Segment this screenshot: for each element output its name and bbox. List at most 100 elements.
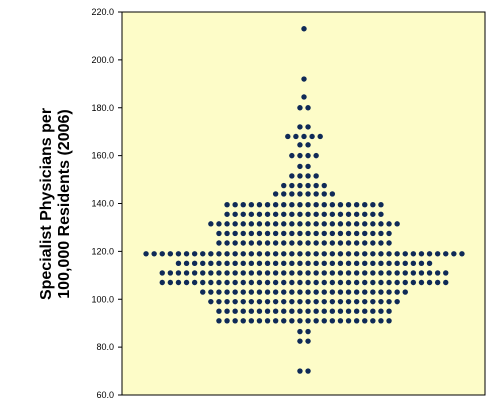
data-point [321,289,327,295]
data-point [353,279,360,286]
data-point [297,152,303,159]
data-point [208,221,214,227]
data-point [313,279,319,286]
data-point [305,298,311,305]
data-point [321,202,327,208]
data-point [183,279,190,286]
data-point [370,251,376,257]
data-point [240,289,246,295]
data-point [297,142,303,148]
data-point [378,289,384,295]
data-point [200,260,206,267]
data-point [281,298,287,305]
data-point [337,289,344,295]
data-point [370,202,376,208]
data-point [293,133,299,140]
data-point [256,289,263,295]
data-point [402,260,408,267]
data-point [345,318,352,324]
data-point [256,270,263,276]
data-point [191,251,198,257]
data-point [143,251,149,257]
data-point [216,270,222,276]
data-point [167,270,174,276]
data-point [426,279,433,286]
data-point [378,221,384,227]
data-point [289,221,295,227]
data-point [305,173,311,179]
data-point [353,221,360,227]
data-point [321,279,327,286]
data-point [200,289,206,295]
data-point [289,240,295,246]
data-point [175,270,182,276]
data-point [321,260,327,267]
data-point [248,230,255,237]
data-point [232,279,238,286]
data-point [264,318,271,324]
data-point [208,260,214,267]
data-point [418,270,425,276]
data-point [370,318,376,324]
data-point [216,260,222,267]
data-point [224,308,230,314]
data-point [272,298,279,305]
data-point [264,270,271,276]
data-point [321,308,327,314]
data-point [264,308,271,314]
data-point [321,191,327,197]
data-point [394,289,400,295]
data-point [289,211,295,217]
data-point [200,270,206,276]
data-point [313,260,319,267]
data-point [224,211,230,217]
data-point [248,202,255,208]
data-point [240,230,246,237]
data-point [272,270,279,276]
data-point [281,240,287,246]
data-point [248,270,255,276]
data-point [321,318,327,324]
data-point [256,221,263,227]
data-point [370,270,376,276]
data-point [394,279,400,286]
data-point [297,260,303,267]
data-point [394,221,400,227]
y-tick-label: 140.0 [91,199,114,209]
data-point [305,163,311,170]
data-point [329,279,336,286]
data-point [329,308,336,314]
data-point [305,182,311,189]
data-point [378,240,384,246]
data-point [232,289,238,295]
data-point [297,328,303,335]
data-point [410,251,417,257]
data-point [216,240,222,246]
data-point [353,318,360,324]
data-point [264,251,271,257]
data-point [337,202,344,208]
data-point [362,221,368,227]
data-point [272,240,279,246]
data-point [321,298,327,305]
data-point [410,270,417,276]
data-point [281,211,287,217]
data-point [345,221,352,227]
data-point [362,211,368,217]
data-point [224,240,230,246]
data-point [301,133,307,140]
data-point [264,260,271,267]
data-point [167,251,174,257]
data-point [345,230,352,237]
data-point [305,289,311,295]
data-point [402,289,408,295]
data-point [321,270,327,276]
data-point [224,270,230,276]
data-point [362,308,368,314]
data-point [305,152,311,159]
data-point [183,260,190,267]
data-point [232,308,238,314]
data-point [345,211,352,217]
data-point [159,251,165,257]
data-point [256,202,263,208]
